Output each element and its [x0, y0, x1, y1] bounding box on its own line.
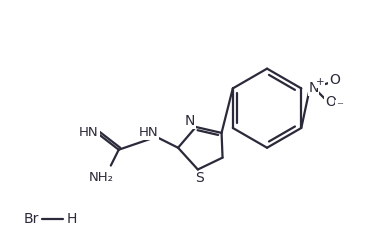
Text: HN: HN: [79, 126, 99, 139]
Text: N: N: [308, 81, 319, 95]
Text: O: O: [329, 73, 340, 87]
Text: Br: Br: [24, 212, 39, 226]
Text: S: S: [195, 171, 204, 186]
Text: O: O: [325, 95, 336, 109]
Text: NH₂: NH₂: [89, 171, 113, 184]
Text: ⁻: ⁻: [336, 101, 343, 114]
Text: HN: HN: [139, 126, 158, 139]
Text: +: +: [316, 77, 325, 87]
Text: H: H: [66, 212, 77, 226]
Text: N: N: [185, 114, 195, 128]
